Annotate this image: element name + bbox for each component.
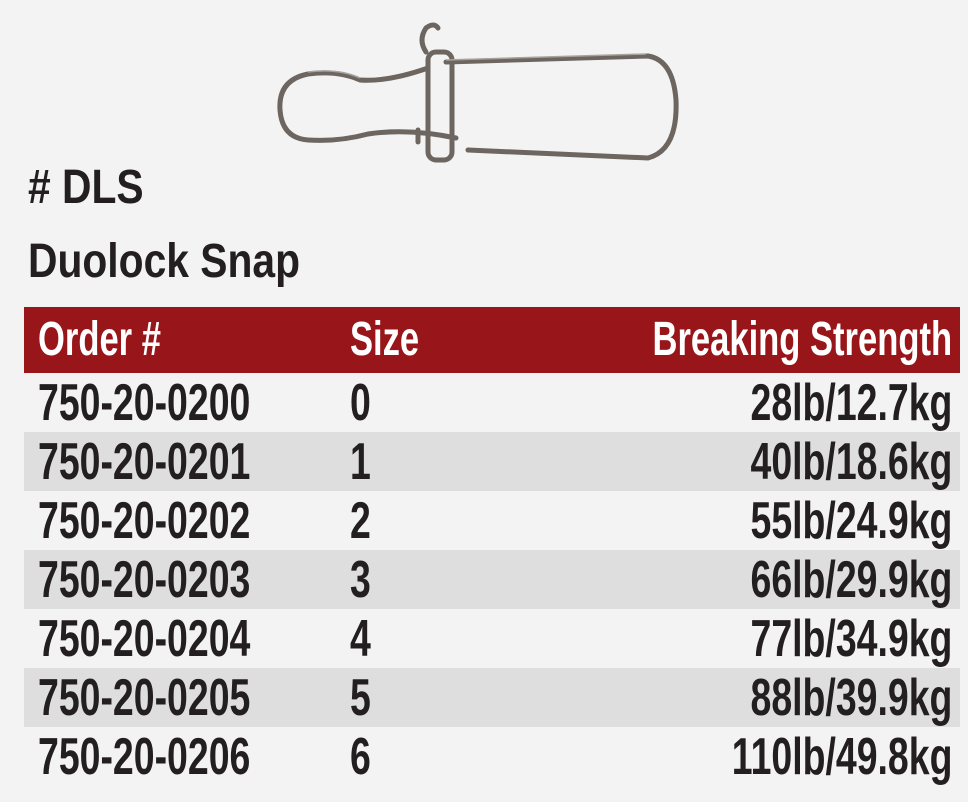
breaking-strength: 55lb/24.9kg — [750, 491, 952, 550]
order-number: 750-20-0205 — [38, 668, 251, 727]
order-number: 750-20-0201 — [38, 432, 251, 491]
breaking-strength: 66lb/29.9kg — [750, 550, 952, 609]
size: 5 — [350, 668, 371, 727]
product-code: # DLS — [28, 161, 144, 214]
table-row: 750-20-0202 2 55lb/24.9kg — [24, 491, 960, 550]
size: 0 — [350, 373, 371, 432]
order-number: 750-20-0206 — [38, 727, 251, 786]
table-row: 750-20-0203 3 66lb/29.9kg — [24, 550, 960, 609]
size: 6 — [350, 727, 371, 786]
order-number: 750-20-0202 — [38, 491, 251, 550]
size: 1 — [350, 432, 371, 491]
size: 4 — [350, 609, 371, 668]
duolock-snap-image — [277, 22, 679, 163]
header-breaking-strength: Breaking Strength — [652, 313, 952, 366]
table-row: 750-20-0205 5 88lb/39.9kg — [24, 668, 960, 727]
size: 3 — [350, 550, 371, 609]
table-header: Order # Size Breaking Strength — [24, 307, 960, 373]
order-number: 750-20-0204 — [38, 609, 251, 668]
header-order: Order # — [38, 313, 161, 366]
table-row: 750-20-0206 6 110lb/49.8kg — [24, 727, 960, 786]
product-name: Duolock Snap — [28, 235, 301, 288]
breaking-strength: 28lb/12.7kg — [750, 373, 952, 432]
size: 2 — [350, 491, 371, 550]
breaking-strength: 40lb/18.6kg — [750, 432, 952, 491]
breaking-strength: 88lb/39.9kg — [750, 668, 952, 727]
table-row: 750-20-0201 1 40lb/18.6kg — [24, 432, 960, 491]
spec-table: Order # Size Breaking Strength 750-20-02… — [24, 307, 960, 786]
order-number: 750-20-0203 — [38, 550, 251, 609]
order-number: 750-20-0200 — [38, 373, 251, 432]
header-size: Size — [350, 313, 420, 366]
breaking-strength: 110lb/49.8kg — [731, 727, 952, 786]
table-row: 750-20-0204 4 77lb/34.9kg — [24, 609, 960, 668]
breaking-strength: 77lb/34.9kg — [750, 609, 952, 668]
table-row: 750-20-0200 0 28lb/12.7kg — [24, 373, 960, 432]
